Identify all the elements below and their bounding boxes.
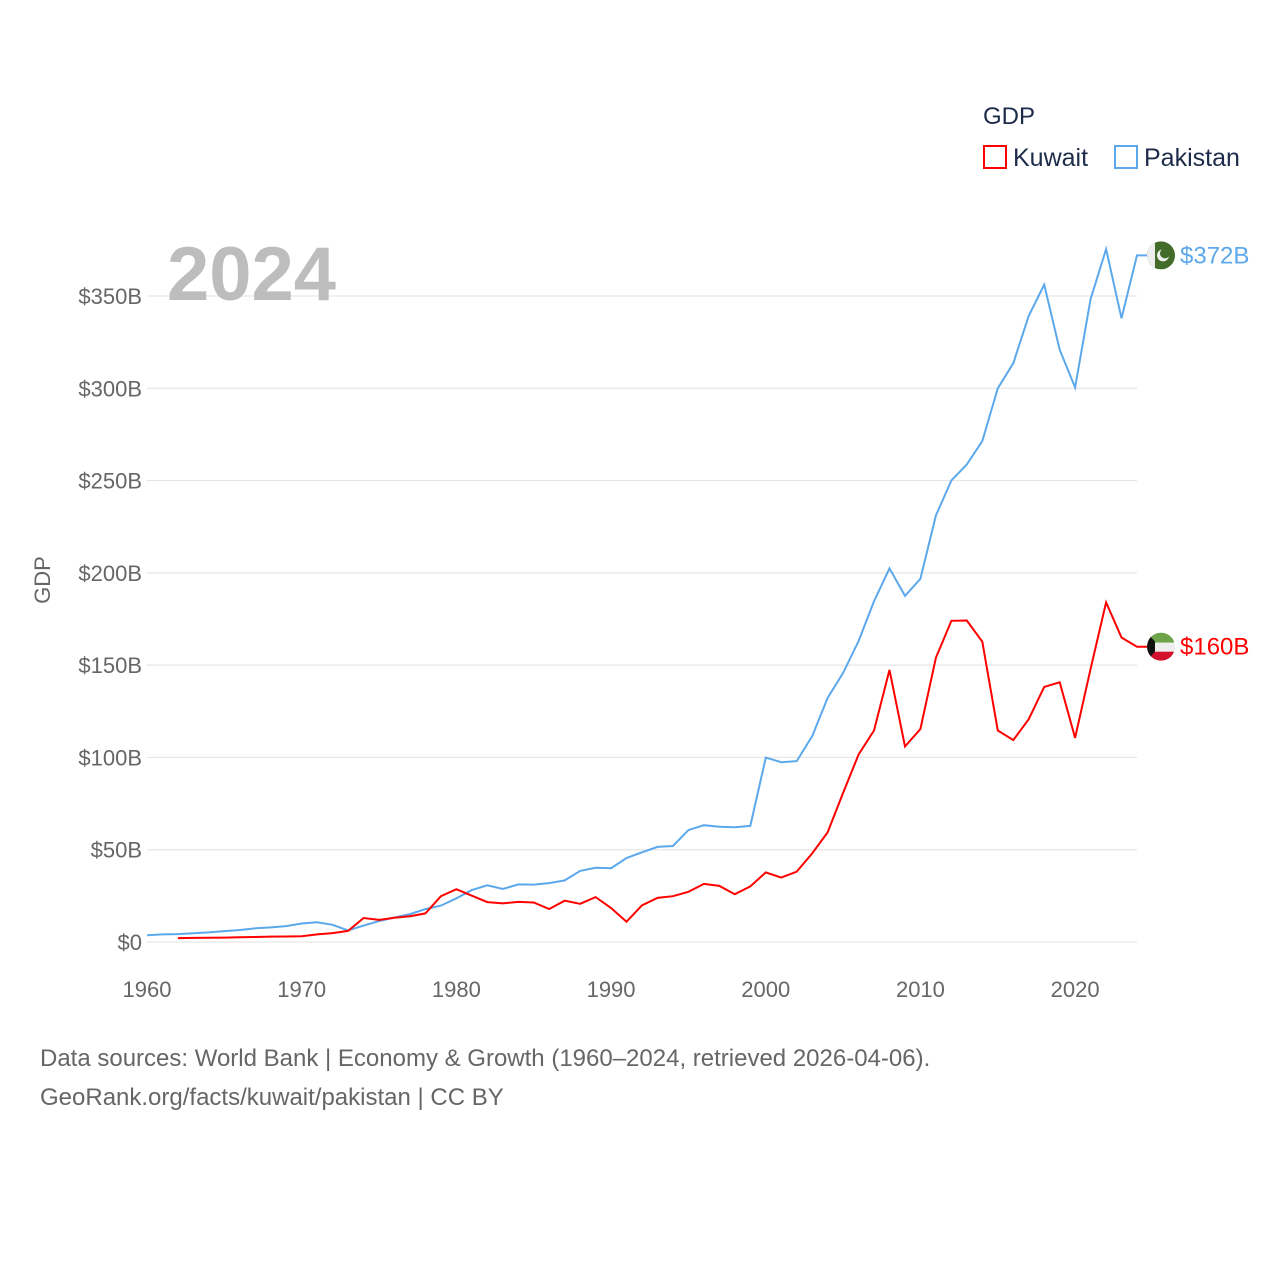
x-tick-label: 1960 <box>123 977 172 1002</box>
y-tick-label: $100B <box>78 745 142 770</box>
y-tick-label: $150B <box>78 653 142 678</box>
y-tick-label: $250B <box>78 469 142 494</box>
legend-swatch-pakistan[interactable] <box>1114 145 1138 169</box>
x-tick-label: 1980 <box>432 977 481 1002</box>
legend-label-pakistan[interactable]: Pakistan <box>1144 144 1240 172</box>
x-tick-label: 2020 <box>1051 977 1100 1002</box>
end-value-label-kuwait: $160B <box>1180 634 1249 661</box>
y-tick-label: $350B <box>78 284 142 309</box>
y-tick-label: $300B <box>78 376 142 401</box>
footer-sources: Data sources: World Bank | Economy & Gro… <box>40 1045 931 1072</box>
legend-title: GDP <box>983 103 1035 130</box>
series-line-kuwait[interactable] <box>177 599 1147 940</box>
x-tick-label: 1990 <box>587 977 636 1002</box>
y-tick-label: $200B <box>78 561 142 586</box>
footer-attribution: GeoRank.org/facts/kuwait/pakistan | CC B… <box>40 1084 504 1111</box>
x-tick-label: 2010 <box>896 977 945 1002</box>
kuwait-flag-icon <box>1147 632 1175 661</box>
y-tick-label: $50B <box>91 838 142 863</box>
legend: GDP Kuwait Pakistan <box>983 103 1240 172</box>
x-tick-label: 1970 <box>277 977 326 1002</box>
x-tick-label: 2000 <box>741 977 790 1002</box>
legend-label-kuwait[interactable]: Kuwait <box>1013 144 1088 172</box>
legend-swatch-kuwait[interactable] <box>983 145 1007 169</box>
pakistan-flag-icon <box>1147 241 1175 270</box>
series-line-pakistan[interactable] <box>146 245 1147 937</box>
year-watermark: 2024 <box>167 232 336 317</box>
y-tick-label: $0 <box>118 930 142 955</box>
end-value-label-pakistan: $372B <box>1180 242 1249 269</box>
y-axis-label: GDP <box>30 556 55 604</box>
